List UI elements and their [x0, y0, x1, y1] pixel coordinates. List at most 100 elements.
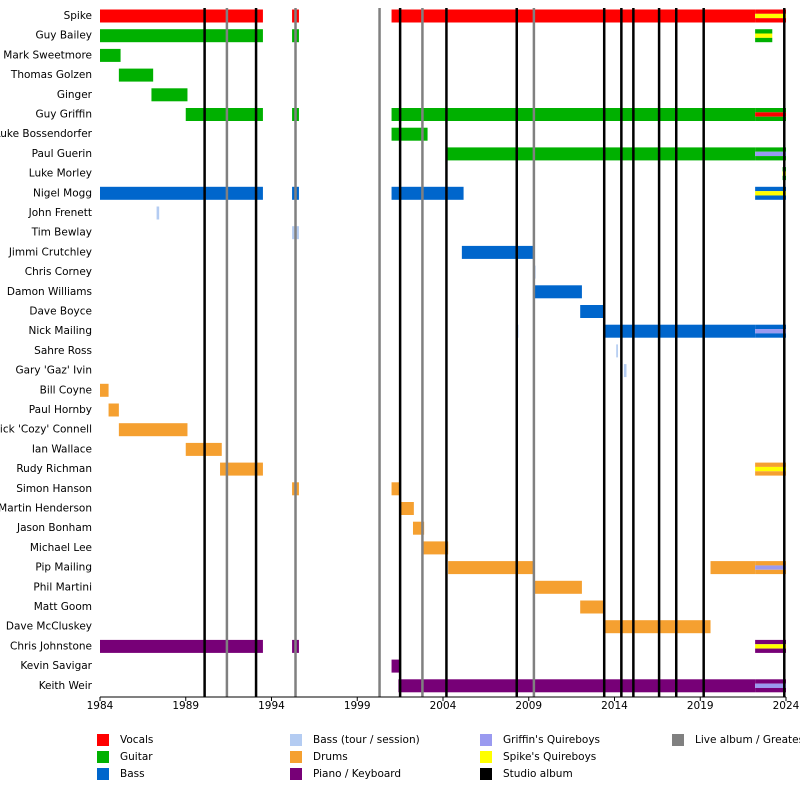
member-name: Ian Wallace	[32, 443, 92, 455]
role-bar	[755, 9, 786, 14]
member-name: Phil Martini	[33, 581, 92, 593]
role-bar	[755, 561, 786, 566]
legend-swatch	[97, 734, 109, 746]
role-bar	[755, 644, 786, 649]
member-name: Dave Boyce	[29, 306, 92, 318]
role-bar	[755, 147, 786, 152]
member-name: Kevin Savigar	[20, 660, 92, 672]
member-name: Luke Morley	[29, 168, 92, 180]
member-name: Simon Hanson	[16, 483, 92, 495]
legend-swatch	[672, 734, 684, 746]
role-bar	[755, 29, 773, 34]
role-bar	[100, 639, 263, 653]
legend-label: Bass	[120, 768, 145, 780]
role-bar	[755, 329, 786, 334]
x-tick-label: 1999	[344, 700, 371, 712]
x-tick-label: 1989	[172, 700, 199, 712]
legend-swatch	[480, 734, 492, 746]
legend-swatch	[97, 751, 109, 763]
legend-label: Vocals	[120, 734, 153, 746]
legend-swatch	[290, 751, 302, 763]
member-name: Jason Bonham	[16, 522, 92, 534]
x-tick-label: 1984	[87, 700, 114, 712]
member-name: Chris Corney	[25, 266, 92, 278]
role-bar	[604, 324, 756, 338]
role-bar	[755, 195, 786, 200]
role-bar	[391, 482, 401, 496]
member-name: Bill Coyne	[40, 384, 92, 396]
role-bar	[755, 13, 786, 19]
role-bar	[755, 112, 786, 117]
member-name: Sahre Ross	[34, 345, 92, 357]
member-name: Mark Sweetmore	[3, 49, 92, 61]
role-bar	[755, 333, 786, 338]
member-name: Keith Weir	[39, 680, 93, 692]
role-bar	[755, 679, 786, 684]
member-name: Dave McCluskey	[6, 621, 92, 633]
member-name: Nigel Mogg	[33, 187, 92, 199]
role-bar	[151, 88, 188, 102]
x-tick-label: 1994	[258, 700, 285, 712]
legend-swatch	[480, 751, 492, 763]
role-bar	[755, 462, 786, 467]
role-bar	[448, 561, 534, 575]
legend-label: Bass (tour / session)	[313, 734, 420, 746]
role-bar	[616, 344, 618, 358]
member-name: Paul Hornby	[29, 404, 92, 416]
role-bar	[156, 206, 160, 220]
member-name: Chris Johnstone	[10, 640, 92, 652]
role-bar	[755, 186, 786, 192]
member-name: Jimmi Crutchley	[8, 246, 92, 258]
legend-swatch	[480, 768, 492, 780]
member-name: Ginger	[57, 89, 93, 101]
member-name: John Frenett	[28, 207, 92, 219]
legend-label: Spike's Quireboys	[503, 751, 596, 763]
role-bar	[755, 471, 786, 476]
role-bar	[100, 186, 263, 200]
role-bar	[533, 285, 582, 299]
member-name: Martin Henderson	[0, 503, 92, 515]
legend-label: Piano / Keyboard	[313, 768, 401, 780]
role-bar	[391, 9, 756, 23]
role-bar	[710, 561, 756, 575]
member-name: Spike	[64, 10, 92, 22]
member-name: Rudy Richman	[16, 463, 92, 475]
role-bar	[185, 108, 263, 121]
member-name: Nick Mailing	[28, 325, 92, 337]
role-bar	[100, 383, 109, 397]
role-bar	[580, 305, 605, 318]
role-bar	[755, 324, 786, 330]
legend-label: Studio album	[503, 768, 573, 780]
role-bar	[398, 679, 756, 693]
member-name: Guy Bailey	[36, 30, 93, 42]
role-bar	[100, 48, 121, 62]
role-bar	[118, 68, 154, 82]
role-bar	[108, 403, 119, 417]
x-tick-label: 2019	[687, 700, 714, 712]
role-bar	[533, 580, 582, 594]
role-bar	[391, 186, 464, 200]
legend-label: Griffin's Quireboys	[503, 734, 600, 746]
role-bar	[755, 687, 786, 693]
member-name: Pip Mailing	[35, 562, 92, 574]
role-bar	[100, 9, 263, 23]
legend-label: Drums	[313, 751, 348, 763]
role-bar	[423, 541, 449, 555]
role-bar	[580, 600, 605, 614]
role-bar	[755, 466, 786, 472]
role-bar	[755, 565, 786, 570]
x-tick-label: 2009	[515, 700, 542, 712]
member-name: Paul Guerin	[32, 148, 92, 160]
role-bar	[755, 33, 773, 38]
role-bar	[755, 18, 786, 23]
legend-swatch	[290, 768, 302, 780]
role-bar	[755, 116, 786, 121]
member-name: Luke Bossendorfer	[0, 128, 93, 140]
role-bar	[391, 659, 401, 673]
role-bar	[755, 639, 786, 645]
member-name: Matt Goom	[34, 601, 92, 613]
legend-label: Guitar	[120, 751, 153, 763]
role-bar	[755, 683, 786, 688]
role-bar	[400, 502, 414, 515]
member-name: Gary 'Gaz' Ivin	[15, 365, 92, 377]
